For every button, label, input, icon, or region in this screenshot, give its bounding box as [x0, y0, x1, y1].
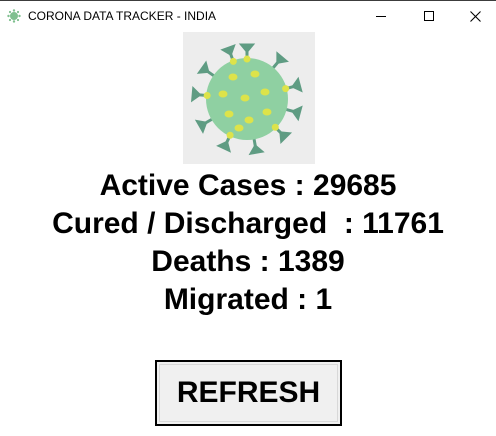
deaths-label: Deaths : 1389 — [151, 245, 345, 278]
minimize-button[interactable] — [358, 1, 404, 31]
virus-spike-head — [279, 131, 293, 145]
virus-spike-tip — [271, 123, 279, 131]
cured-discharged-label: Cured / Discharged : 11761 — [52, 207, 444, 240]
migrated-label: Migrated : 1 — [163, 283, 333, 316]
close-button[interactable] — [452, 1, 496, 31]
refresh-button-label: REFRESH — [176, 376, 321, 409]
virus-surface-dot — [218, 90, 228, 98]
window-title: CORONA DATA TRACKER - INDIA — [28, 9, 217, 23]
virus-surface-dot — [234, 124, 244, 132]
virus-spike-head — [216, 140, 231, 153]
active-cases-label: Active Cases : 29685 — [99, 169, 397, 202]
virus-spike-head — [190, 85, 202, 103]
virus-spike-head — [248, 143, 265, 156]
coronavirus-illustration — [190, 43, 303, 156]
virus-spike-head — [276, 51, 289, 65]
coronavirus-image — [183, 32, 315, 164]
virus-surface-dot — [244, 116, 254, 124]
virus-spike-tip — [282, 85, 290, 93]
virus-spike-tip — [229, 57, 237, 65]
virus-spike-head — [291, 105, 303, 122]
maximize-button[interactable] — [406, 1, 452, 31]
virus-icon — [7, 9, 21, 23]
refresh-button[interactable]: REFRESH — [155, 360, 342, 426]
virus-spike-tip — [203, 92, 211, 100]
title-bar[interactable]: CORONA DATA TRACKER - INDIA — [0, 1, 496, 31]
virus-surface-dot — [224, 110, 234, 118]
virus-surface-dot — [262, 108, 272, 116]
minimize-icon — [376, 16, 386, 17]
virus-surface-dot — [228, 73, 238, 81]
virus-surface-dot — [260, 88, 270, 96]
virus-spike-head — [238, 43, 256, 54]
close-icon — [469, 10, 481, 22]
virus-spike-tip — [226, 131, 234, 139]
virus-spike-head — [220, 44, 236, 57]
virus-spike-head — [194, 119, 208, 134]
virus-spike-tip — [243, 55, 251, 63]
maximize-icon — [424, 11, 434, 21]
virus-spike-head — [196, 60, 210, 74]
virus-surface-dot — [250, 70, 260, 78]
virus-spike-head — [291, 76, 303, 93]
virus-surface-dot — [240, 94, 250, 102]
